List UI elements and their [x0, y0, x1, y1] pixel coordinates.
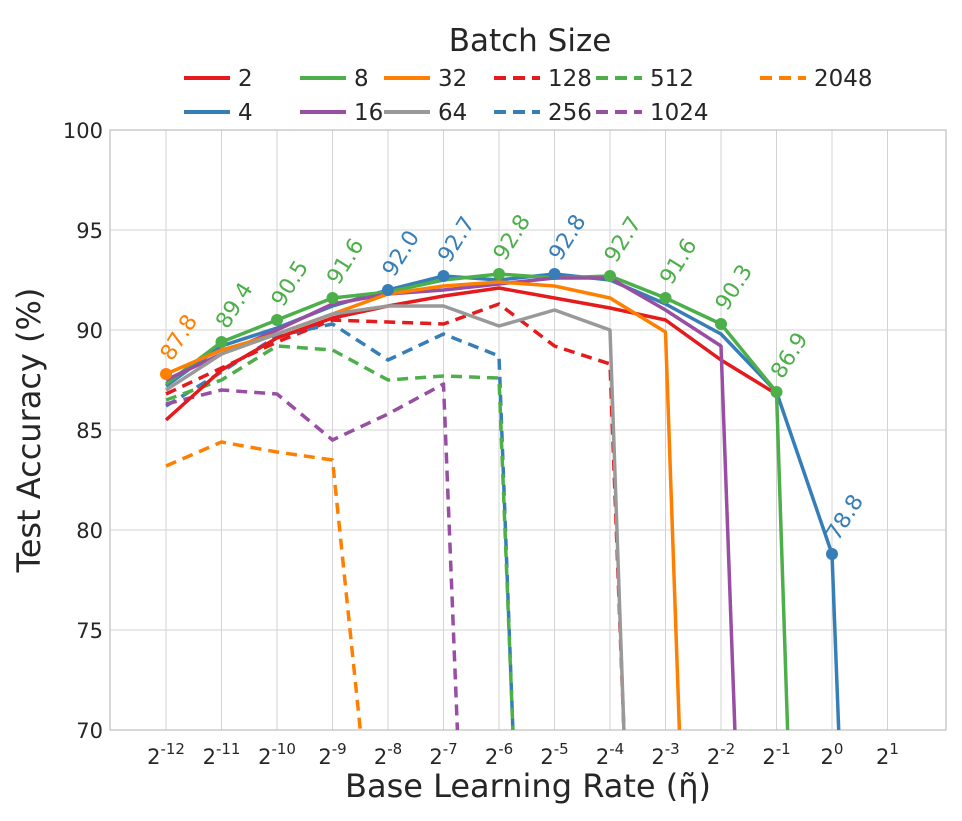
best-point-label: 90.5 — [267, 256, 314, 311]
x-tick-label: 2-10 — [258, 740, 296, 769]
legend-label-2: 2 — [238, 66, 253, 92]
y-tick-label: 75 — [76, 619, 103, 643]
best-point-marker — [160, 368, 172, 380]
best-point-label: 92.0 — [378, 226, 425, 281]
legend-label-32: 32 — [438, 66, 467, 92]
y-tick-label: 80 — [76, 519, 103, 543]
best-point-label: 91.6 — [322, 234, 369, 289]
best-point-label: 91.6 — [655, 234, 702, 289]
series-line-64 — [165, 304, 626, 731]
legend-label-2048: 2048 — [814, 66, 873, 92]
series-line-16 — [165, 276, 737, 731]
best-point-label: 92.8 — [489, 210, 536, 265]
x-axis-title: Base Learning Rate (η̃) — [345, 767, 711, 805]
x-tick-label: 2-5 — [540, 740, 568, 769]
series-lines — [164, 272, 841, 731]
legend-label-1024: 1024 — [650, 100, 709, 126]
y-tick-label: 90 — [76, 319, 103, 343]
x-tick-label: 2-7 — [429, 740, 457, 769]
y-axis-ticks: 70 75 80 85 90 95 100 — [63, 119, 103, 743]
x-tick-label: 20 — [821, 740, 844, 769]
legend-label-4: 4 — [238, 100, 253, 126]
x-tick-label: 2-1 — [762, 740, 790, 769]
best-point-marker — [326, 292, 339, 304]
legend-label-16: 16 — [354, 100, 383, 126]
best-point-label: 92.7 — [433, 212, 480, 267]
x-tick-label: 2-2 — [707, 740, 735, 769]
best-point-marker — [382, 284, 394, 296]
legend-label-128: 128 — [548, 66, 592, 92]
series-line-32 — [165, 280, 682, 731]
best-point-label: 78.8 — [822, 490, 869, 545]
x-tick-label: 2-6 — [485, 740, 513, 769]
legend-label-512: 512 — [650, 66, 694, 92]
x-tick-label: 2-9 — [318, 740, 346, 769]
best-point-marker — [715, 318, 727, 330]
best-point-marker — [770, 386, 783, 398]
y-tick-label: 100 — [63, 119, 103, 143]
best-point-marker — [826, 548, 838, 560]
y-tick-label: 70 — [76, 719, 103, 743]
best-point-marker — [437, 270, 450, 282]
best-point-label: 89.4 — [211, 278, 258, 333]
x-axis-ticks: 2-12 2-11 2-10 2-9 2-8 2-7 2-6 2-5 2-4 2-3 2-2 2-1 2… — [147, 740, 899, 769]
y-axis-title: Test Accuracy (%) — [10, 288, 48, 574]
series-line-128 — [165, 302, 626, 731]
legend: Batch Size 2 8 32 128 512 2048 4 16 64 256 1024 — [184, 23, 873, 126]
plot-area-frame — [109, 129, 947, 731]
y-tick-label: 95 — [76, 219, 103, 243]
series-line-1024 — [165, 382, 460, 731]
best-point-marker — [215, 336, 228, 348]
best-point-label: 90.3 — [711, 260, 758, 315]
x-tick-label: 2-4 — [596, 740, 624, 769]
best-point-label: 92.8 — [544, 210, 591, 265]
x-tick-label: 2-8 — [374, 740, 402, 769]
series-line-512 — [165, 344, 515, 731]
y-tick-label: 85 — [76, 419, 103, 443]
x-tick-label: 2-3 — [651, 740, 679, 769]
x-tick-label: 21 — [876, 740, 899, 769]
best-point-label: 86.9 — [766, 328, 813, 383]
best-point-label: 92.7 — [600, 212, 647, 267]
series-line-2 — [164, 286, 778, 422]
legend-label-8: 8 — [354, 66, 369, 92]
best-point-marker — [604, 270, 616, 282]
best-point-marker — [548, 268, 561, 280]
legend-label-256: 256 — [548, 100, 592, 126]
best-point-marker — [493, 268, 505, 280]
best-point-marker — [271, 314, 283, 326]
best-point-marker — [659, 292, 672, 304]
best-point-label: 87.8 — [156, 310, 203, 365]
series-line-2048 — [165, 440, 363, 731]
legend-title: Batch Size — [449, 23, 612, 59]
x-tick-label: 2-11 — [203, 740, 241, 769]
x-tick-label: 2-12 — [147, 740, 185, 769]
legend-label-64: 64 — [438, 100, 467, 126]
best-point-markers — [160, 268, 838, 560]
